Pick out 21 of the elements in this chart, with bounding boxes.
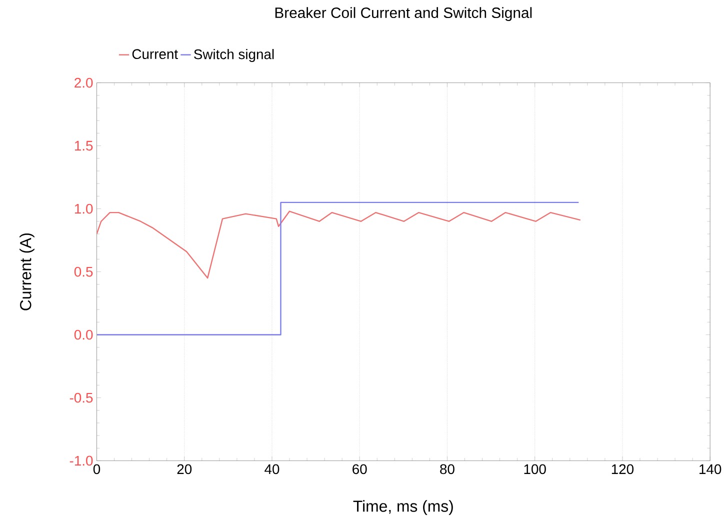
x-tick-label: 0 xyxy=(93,464,100,474)
x-tick-label: 60 xyxy=(352,464,367,474)
x-tick-label: 40 xyxy=(264,464,280,474)
y-tick-label: -1.0 xyxy=(70,456,93,466)
line-series xyxy=(96,210,582,279)
x-tick-label: 120 xyxy=(612,464,634,474)
y-tick-label: 0.5 xyxy=(74,266,93,277)
x-tick-label: 20 xyxy=(177,464,192,474)
x-tick-label: 140 xyxy=(700,464,722,474)
y-tick-label: 2.0 xyxy=(74,78,93,88)
legend-label: Switch signal xyxy=(194,48,274,62)
x-tick-label: 80 xyxy=(440,464,454,474)
chart-title: Breaker Coil Current and Switch Signal xyxy=(275,6,532,21)
y-tick-label: 0.0 xyxy=(74,330,93,340)
x-axis-title: Time, ms (ms) xyxy=(353,500,453,515)
y-tick-label: -0.5 xyxy=(70,392,93,403)
y-tick-label: 1.5 xyxy=(74,140,93,150)
y-tick-label: 1.0 xyxy=(74,204,93,214)
legend-label: Current xyxy=(132,49,178,59)
x-tick-label: 100 xyxy=(524,464,546,474)
y-axis-title: Current (A) xyxy=(20,233,34,310)
